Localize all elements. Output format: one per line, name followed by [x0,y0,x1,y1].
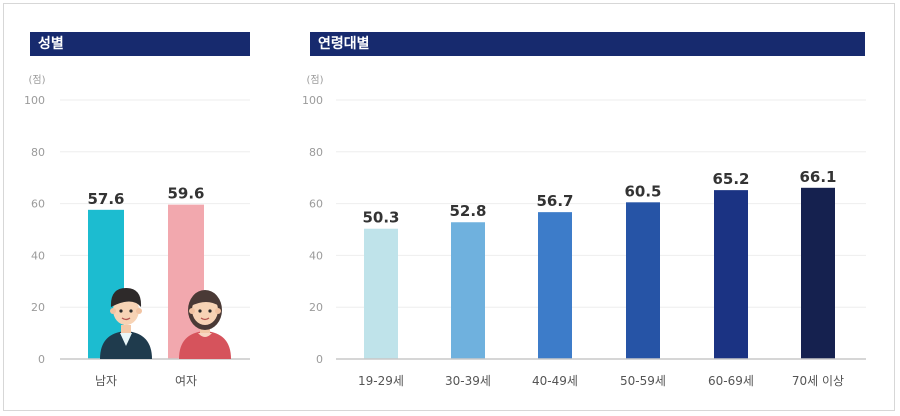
man-avatar-icon [100,288,152,359]
man-avatar-icon-ear [136,308,142,314]
gender-y-tick-label: 60 [31,198,45,211]
man-avatar-icon-hair [110,288,142,307]
age-value-label: 65.2 [712,170,749,188]
woman-avatar-icon-eye [198,309,202,313]
age-value-label: 60.5 [624,182,661,200]
man-avatar-icon-ear [110,308,116,314]
age-y-tick-label: 20 [309,301,323,314]
gender-y-tick-label: 0 [38,353,45,366]
age-bar [626,202,660,359]
age-panel-title: 연령대별 [310,32,865,56]
woman-avatar-icon-neckline [198,333,212,337]
man-avatar-icon-collar [120,333,132,346]
gender-category-label: 여자 [175,374,197,388]
gender-y-tick-label: 20 [31,301,45,314]
age-value-label: 52.8 [449,202,486,220]
age-chart: (점) 0 20 40 60 80 100 50.3 19-29세 52.8 30-39세 56.7 4… [302,74,866,388]
age-bar [451,222,485,359]
age-bar [714,190,748,359]
woman-avatar-icon-body [179,331,231,359]
man-avatar-icon-eye [119,309,123,313]
age-bar [801,187,835,359]
gender-unit-label: (점) [28,74,45,86]
age-y-tick-label: 40 [309,249,323,262]
age-unit-label: (점) [306,74,323,86]
age-category-label: 50-59세 [620,374,666,388]
gender-chart: (점) 0 20 40 60 80 100 57.6 남자 59.6 여자 [24,74,250,388]
age-value-label: 50.3 [362,209,399,227]
woman-avatar-icon-mouth [200,317,210,321]
gender-value-label: 57.6 [87,190,124,208]
age-category-label: 40-49세 [532,374,578,388]
age-category-label: 30-39세 [445,374,491,388]
age-y-tick-label: 80 [309,146,323,159]
man-avatar-icon-mouth [121,317,131,321]
gender-panel-title: 성별 [30,32,250,56]
age-category-label: 19-29세 [358,374,404,388]
age-category-label: 70세 이상 [792,374,844,388]
man-avatar-icon-eye [129,309,133,313]
woman-avatar-icon-hair [191,290,219,306]
woman-avatar-icon-eye [208,309,212,313]
man-avatar-icon-neck [121,325,131,333]
age-value-label: 66.1 [799,168,836,186]
gender-y-tick-label: 80 [31,146,45,159]
age-value-label: 56.7 [536,192,573,210]
woman-avatar-icon-ear [189,308,195,314]
age-category-label: 60-69세 [708,374,754,388]
gender-y-tick-label: 100 [24,94,45,107]
gender-category-label: 남자 [95,374,117,388]
woman-avatar-icon [179,290,231,359]
age-bar [364,228,398,359]
woman-avatar-icon-ear [215,308,221,314]
age-y-tick-label: 100 [302,94,323,107]
age-y-tick-label: 0 [316,353,323,366]
age-bar [538,212,572,359]
gender-value-label: 59.6 [167,185,204,203]
age-y-tick-label: 60 [309,198,323,211]
gender-y-tick-label: 40 [31,249,45,262]
